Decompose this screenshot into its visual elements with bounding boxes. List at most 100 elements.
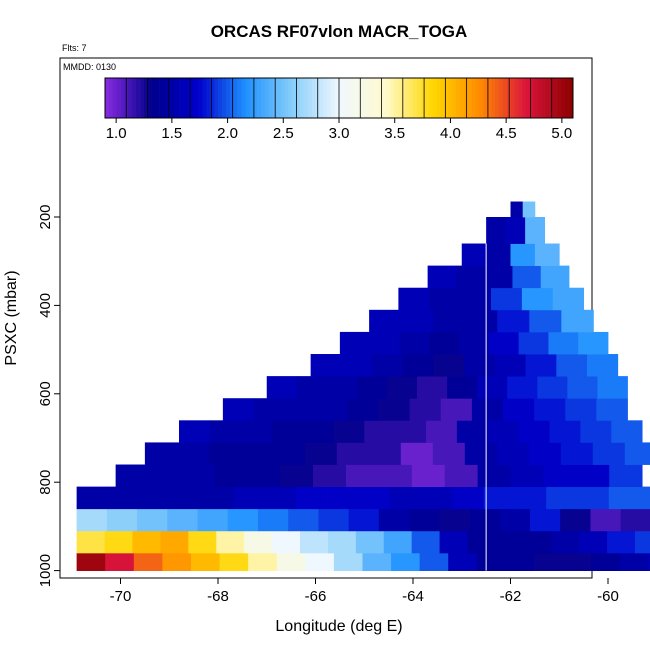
heatmap-cell-4-1 bbox=[148, 464, 182, 488]
heatmap-cell-2-13 bbox=[469, 508, 501, 532]
colorbar-segment bbox=[229, 78, 234, 118]
colorbar-segment bbox=[530, 78, 535, 118]
heatmap-cell-2-12 bbox=[439, 508, 470, 532]
heatmap-cell-10-3 bbox=[429, 331, 460, 355]
colorbar-segment bbox=[510, 78, 515, 118]
colorbar-segment bbox=[233, 78, 238, 118]
heatmap-cell-7-6 bbox=[409, 398, 442, 421]
colorbar-segment bbox=[479, 78, 484, 118]
heatmap-cell-6-1 bbox=[209, 420, 242, 443]
heatmap-cell-5-6 bbox=[336, 442, 370, 465]
colorbar-segment bbox=[276, 78, 281, 118]
colorbar-segment bbox=[491, 78, 496, 118]
colorbar-segment bbox=[370, 78, 375, 118]
colorbar-segment bbox=[342, 78, 348, 118]
heatmap-cell-6-14 bbox=[611, 420, 643, 443]
colorbar-segment bbox=[424, 78, 429, 118]
colorbar-tick-label: 5.0 bbox=[551, 125, 572, 142]
colorbar-segment bbox=[288, 78, 293, 118]
heatmap-cell-4-2 bbox=[181, 464, 215, 488]
heatmap-cell-6-5 bbox=[333, 420, 365, 443]
colorbar-segment bbox=[502, 78, 507, 118]
heatmap-cell-13-4 bbox=[540, 265, 570, 289]
colorbar-segment bbox=[401, 78, 406, 118]
colorbar-segment bbox=[128, 78, 133, 118]
heatmap-cell-14-1 bbox=[486, 243, 511, 267]
heatmap-cell-5-11 bbox=[496, 442, 530, 465]
heatmap-cell-11-2 bbox=[433, 309, 466, 333]
heatmap-cell-9-1 bbox=[341, 354, 373, 377]
colorbar-segment bbox=[440, 78, 445, 118]
heatmap-cell-2-16 bbox=[560, 508, 591, 532]
colorbar-segment bbox=[459, 78, 465, 118]
heatmap-cell-15-1 bbox=[505, 217, 526, 244]
heatmap-cell-2-5 bbox=[227, 508, 259, 532]
heatmap-cell-3-4 bbox=[201, 486, 234, 510]
heatmap-cell-11-4 bbox=[497, 309, 530, 333]
heatmap-cell-5-5 bbox=[304, 442, 338, 465]
y-tick-label: 800 bbox=[37, 470, 54, 495]
heatmap-cell-15-0 bbox=[486, 217, 507, 244]
heatmap-cell-3-10 bbox=[389, 486, 422, 510]
heatmap-cell-0-12 bbox=[419, 552, 449, 571]
colorbar-segment bbox=[151, 78, 156, 118]
colorbar-segment bbox=[393, 78, 398, 118]
colorbar-segment bbox=[136, 78, 141, 118]
heatmap-cell-0-11 bbox=[391, 552, 421, 571]
heatmap-cell-15-2 bbox=[525, 217, 546, 244]
heatmap-cell-3-18 bbox=[640, 486, 650, 510]
colorbar-segment bbox=[237, 78, 242, 118]
heatmap-cell-0-20 bbox=[648, 552, 650, 571]
colorbar-segment bbox=[253, 78, 258, 118]
y-axis-label: PSXC (mbar) bbox=[3, 270, 20, 365]
heatmap-cell-9-5 bbox=[464, 354, 496, 377]
heatmap-cell-10-0 bbox=[339, 331, 371, 355]
colorbar-segment bbox=[487, 78, 492, 118]
colorbar-segment bbox=[116, 78, 121, 118]
y-tick-label: 1000 bbox=[37, 554, 54, 587]
colorbar-segment bbox=[569, 78, 574, 118]
colorbar-segment bbox=[108, 78, 114, 118]
colorbar-tick-label: 1.0 bbox=[106, 125, 127, 142]
heatmap-cell-4-14 bbox=[576, 464, 610, 488]
heatmap-cell-3-17 bbox=[608, 486, 641, 510]
heatmap-cell-1-11 bbox=[383, 530, 413, 554]
heatmap-cell-9-7 bbox=[525, 354, 557, 377]
colorbar-segment bbox=[241, 78, 246, 118]
heatmap-cell-8-3 bbox=[356, 376, 388, 399]
heatmap-cell-5-8 bbox=[400, 442, 434, 465]
colorbar-segment bbox=[300, 78, 305, 118]
heatmap-cell-10-4 bbox=[459, 331, 490, 355]
colorbar-segment bbox=[522, 78, 527, 118]
heatmap-cell-1-6 bbox=[244, 530, 273, 554]
heatmap-cell-6-4 bbox=[302, 420, 334, 443]
heatmap-cell-5-13 bbox=[560, 442, 594, 465]
heatmap-cell-1-12 bbox=[411, 530, 440, 554]
colorbar-segment bbox=[171, 78, 176, 118]
colorbar-tick-label: 4.5 bbox=[496, 125, 517, 142]
colorbar-segment bbox=[448, 78, 453, 118]
heatmap-cell-3-13 bbox=[483, 486, 516, 510]
y-tick-label: 200 bbox=[37, 204, 54, 229]
colorbar-segment bbox=[405, 78, 410, 118]
heatmap-cell-0-3 bbox=[162, 552, 192, 571]
colorbar-segment bbox=[471, 78, 476, 118]
heatmap-cell-14-2 bbox=[510, 243, 536, 267]
heatmap-cell-0-8 bbox=[305, 552, 335, 571]
heatmap-cell-7-10 bbox=[534, 398, 566, 421]
colorbar-segment bbox=[541, 78, 546, 118]
heatmap-cell-7-7 bbox=[440, 398, 473, 421]
colorbar: 1.0 1.5 2.0 2.5 3.0 3.5 4.0 4.5 5.0 bbox=[104, 77, 574, 142]
heatmap-cell-10-7 bbox=[548, 331, 579, 355]
heatmap-cell-3-12 bbox=[452, 486, 484, 510]
heatmap-cell-8-8 bbox=[507, 376, 538, 399]
heatmap-cell-0-13 bbox=[448, 552, 478, 571]
heatmap-cell-0-15 bbox=[505, 552, 535, 571]
heatmap-cell-3-1 bbox=[107, 486, 140, 510]
heatmap-cell-1-8 bbox=[299, 530, 329, 554]
heatmap-cell-3-3 bbox=[170, 486, 203, 510]
heatmap-cell-12-3 bbox=[491, 287, 523, 311]
colorbar-segment bbox=[432, 78, 437, 118]
colorbar-segment bbox=[350, 78, 355, 118]
heatmap-cell-12-0 bbox=[398, 287, 430, 311]
